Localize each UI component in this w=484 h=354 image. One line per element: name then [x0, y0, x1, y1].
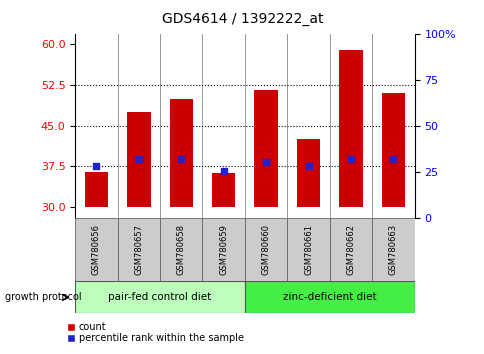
Legend: count, percentile rank within the sample: count, percentile rank within the sample [63, 318, 247, 347]
Text: GSM780658: GSM780658 [176, 224, 185, 275]
FancyBboxPatch shape [160, 218, 202, 281]
Point [262, 160, 270, 165]
Bar [85, 172, 108, 207]
FancyBboxPatch shape [372, 218, 414, 281]
Bar [339, 50, 362, 207]
Bar [254, 91, 277, 207]
Text: GSM780657: GSM780657 [134, 224, 143, 275]
Point [92, 164, 100, 169]
FancyBboxPatch shape [329, 218, 372, 281]
Bar [127, 112, 150, 207]
Point [304, 164, 312, 169]
Text: zinc-deficient diet: zinc-deficient diet [282, 292, 376, 302]
Text: growth protocol: growth protocol [5, 292, 81, 302]
FancyBboxPatch shape [117, 218, 160, 281]
Point [219, 168, 227, 173]
Point [135, 156, 142, 162]
Text: GSM780656: GSM780656 [91, 224, 101, 275]
Text: GSM780659: GSM780659 [219, 224, 228, 275]
FancyBboxPatch shape [202, 218, 244, 281]
Text: pair-fed control diet: pair-fed control diet [108, 292, 211, 302]
Bar [296, 139, 319, 207]
Point [177, 156, 185, 162]
Text: GDS4614 / 1392222_at: GDS4614 / 1392222_at [162, 12, 322, 27]
FancyBboxPatch shape [244, 218, 287, 281]
Point [389, 156, 396, 162]
Text: GSM780660: GSM780660 [261, 224, 270, 275]
FancyBboxPatch shape [75, 281, 244, 313]
Text: GSM780663: GSM780663 [388, 224, 397, 275]
FancyBboxPatch shape [244, 281, 414, 313]
FancyBboxPatch shape [287, 218, 329, 281]
Text: GSM780661: GSM780661 [303, 224, 313, 275]
FancyBboxPatch shape [75, 218, 117, 281]
Bar [169, 99, 193, 207]
Point [347, 156, 354, 162]
Bar [212, 173, 235, 207]
Bar [381, 93, 404, 207]
Text: GSM780662: GSM780662 [346, 224, 355, 275]
